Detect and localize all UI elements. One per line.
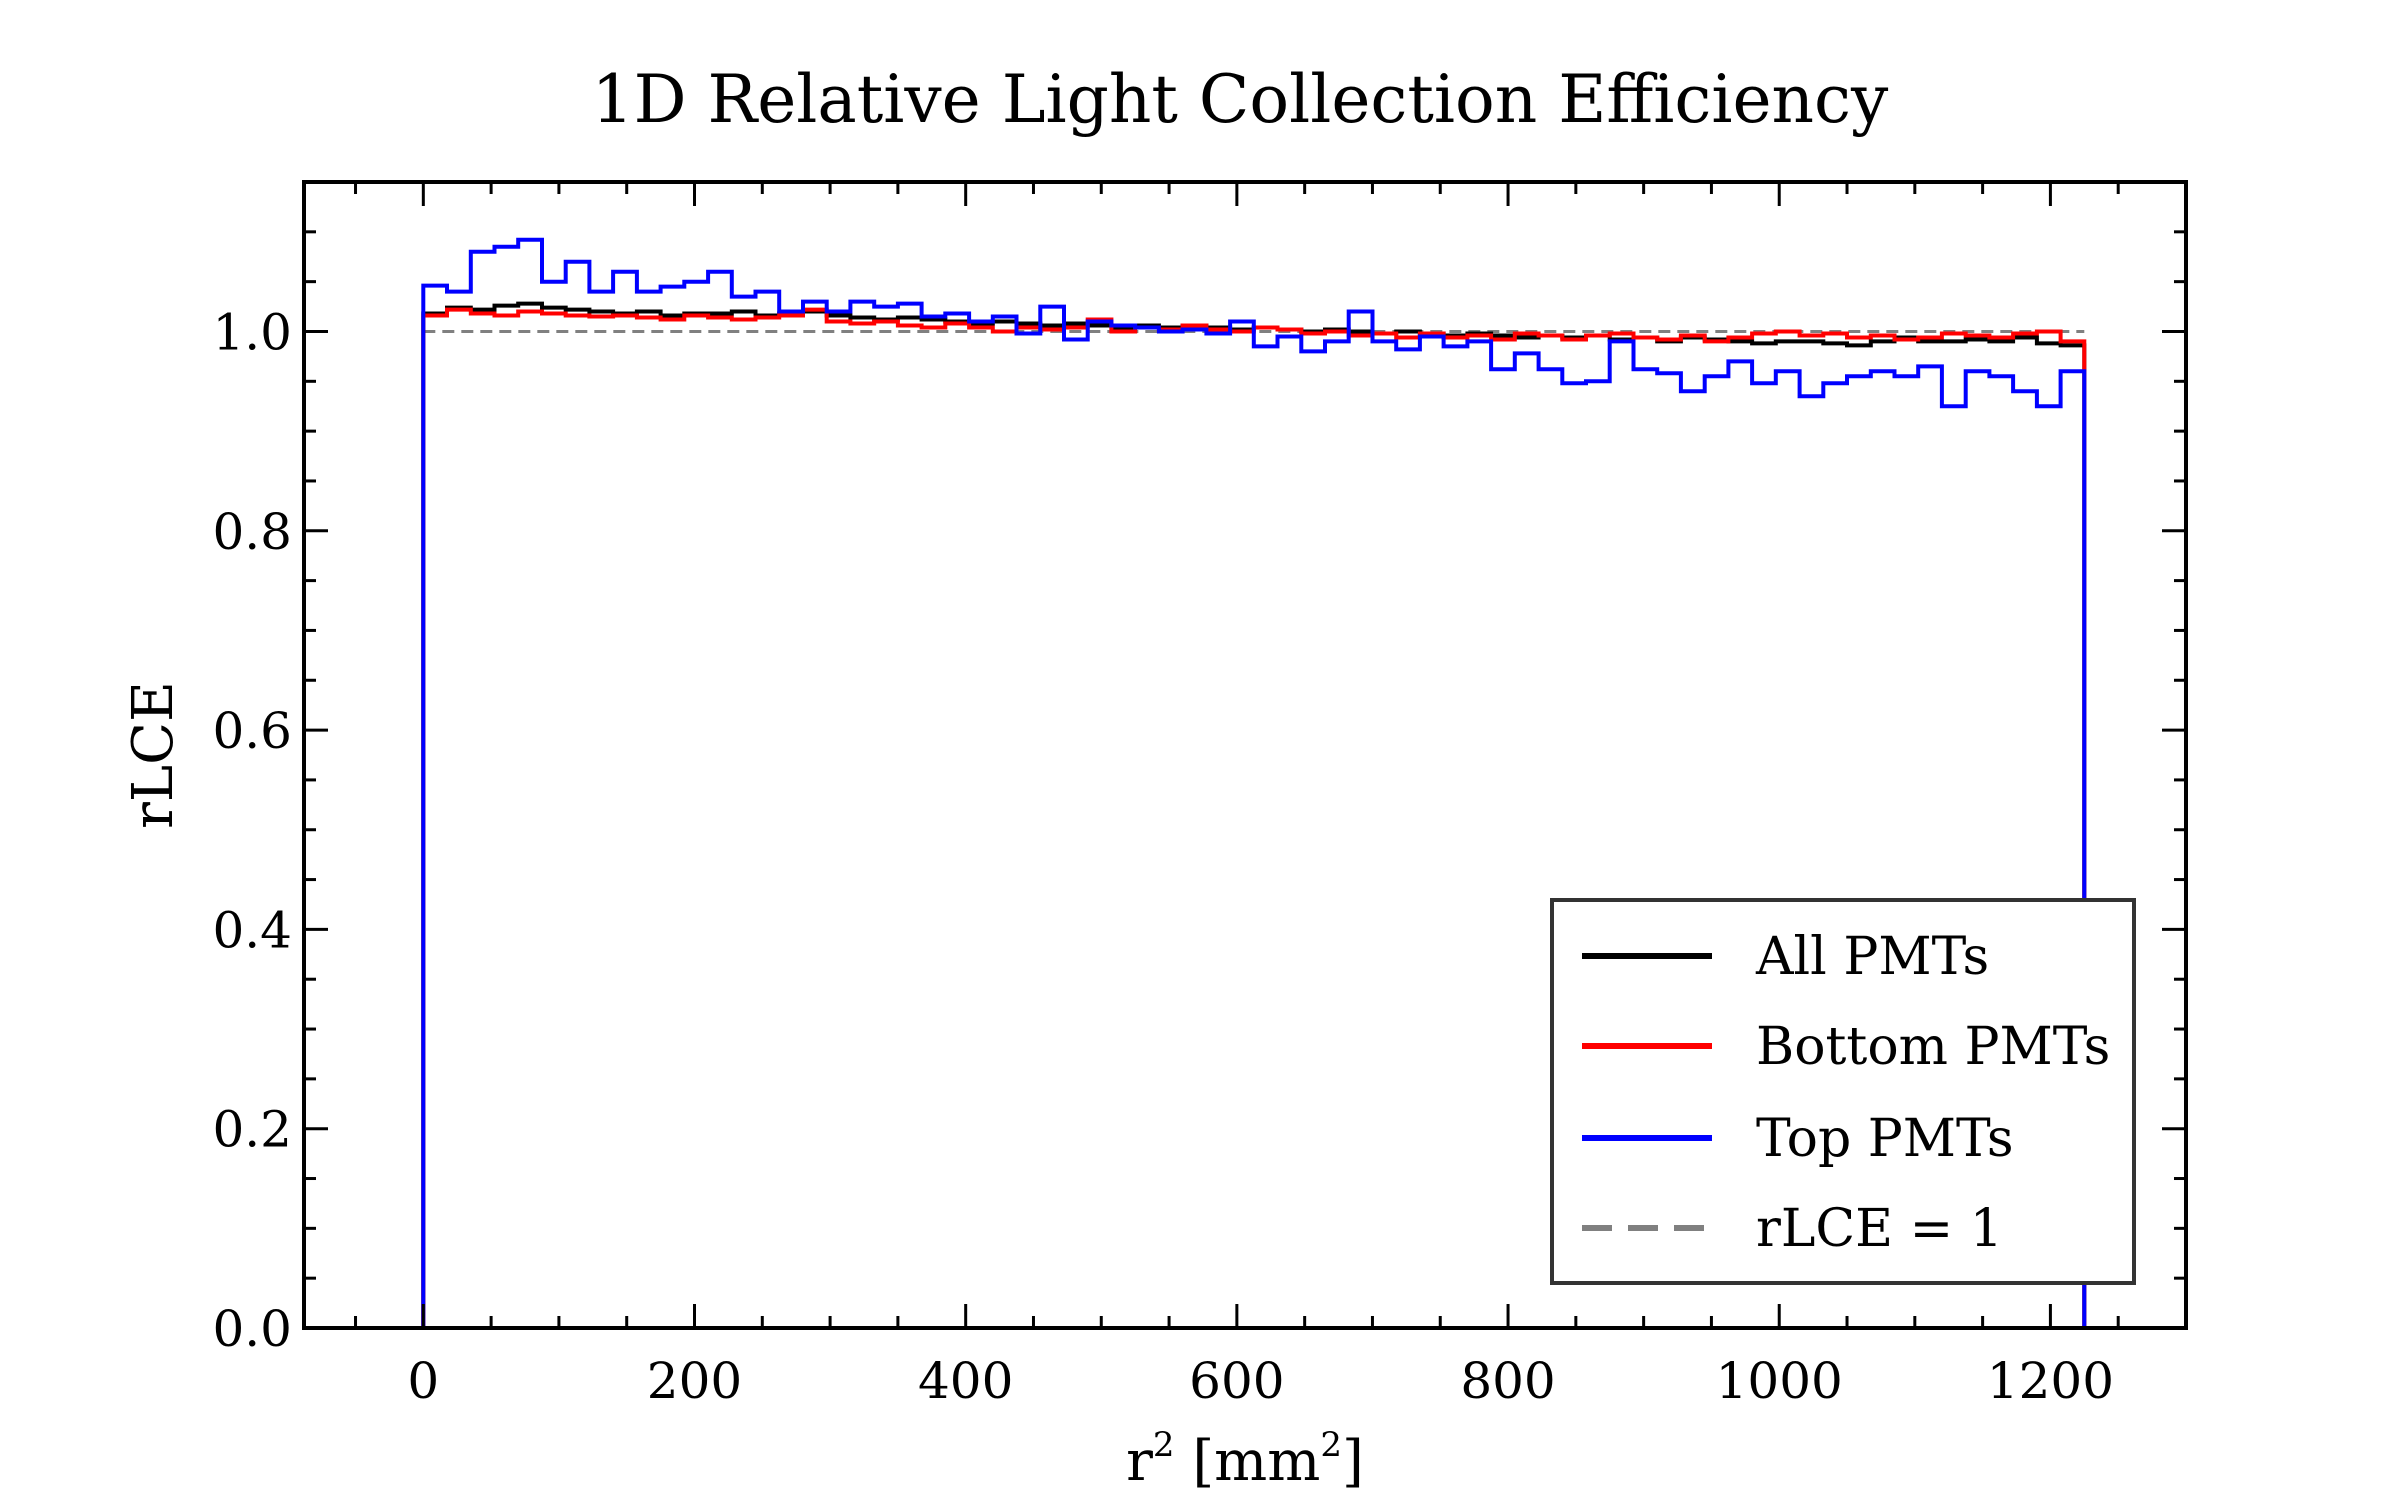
- x-tick-label: 1000: [1716, 1352, 1843, 1410]
- series-layer: [421, 237, 2087, 1328]
- legend-label-bottom-pmts: Bottom PMTs: [1756, 1017, 2110, 1077]
- x-axis-label-unit-close: ]: [1342, 1429, 1364, 1494]
- legend-label-rlce-1: rLCE = 1: [1756, 1199, 2003, 1259]
- x-tick-label: 0: [407, 1352, 439, 1410]
- y-tick-label: 1.0: [212, 303, 292, 361]
- legend-box: [1550, 898, 2136, 1285]
- y-tick-label: 0.4: [212, 901, 292, 959]
- legend-entries: All PMTs Bottom PMTs Top PMTs rLCE = 1: [1582, 927, 2110, 1259]
- x-axis-label-unit: [mm: [1175, 1429, 1321, 1494]
- x-tick-label: 400: [918, 1352, 1013, 1410]
- x-axis-label-sup: 2: [1153, 1425, 1175, 1465]
- series-top-pmts: [421, 237, 2087, 1328]
- x-axis-label: r2 [mm2]: [1126, 1425, 1364, 1494]
- y-tick-label: 0.8: [212, 503, 292, 561]
- y-tick-label: 0.0: [212, 1300, 292, 1358]
- y-tick-label: 0.6: [212, 702, 292, 760]
- x-tick-label: 800: [1460, 1352, 1555, 1410]
- plot-frame: [302, 180, 2188, 1330]
- x-tick-label: 1200: [1987, 1352, 2114, 1410]
- x-axis-label-base: r: [1126, 1429, 1153, 1494]
- legend: All PMTs Bottom PMTs Top PMTs rLCE = 1: [1550, 898, 2136, 1285]
- chart-title: 1D Relative Light Collection Efficiency: [592, 61, 1889, 138]
- x-tick-label: 200: [647, 1352, 742, 1410]
- y-axis-label: rLCE: [121, 681, 186, 829]
- y-axis-ticks: 0.0 0.2 0.4 0.6 0.8 1.0: [212, 180, 2186, 1358]
- x-axis-label-unit-sup: 2: [1320, 1425, 1342, 1465]
- x-tick-label: 600: [1189, 1352, 1284, 1410]
- legend-label-top-pmts: Top PMTs: [1756, 1109, 2014, 1169]
- legend-label-all-pmts: All PMTs: [1755, 927, 1989, 987]
- x-axis-ticks: 0 200 400 600 800 1000 1200: [354, 182, 2188, 1410]
- y-tick-label: 0.2: [212, 1101, 292, 1159]
